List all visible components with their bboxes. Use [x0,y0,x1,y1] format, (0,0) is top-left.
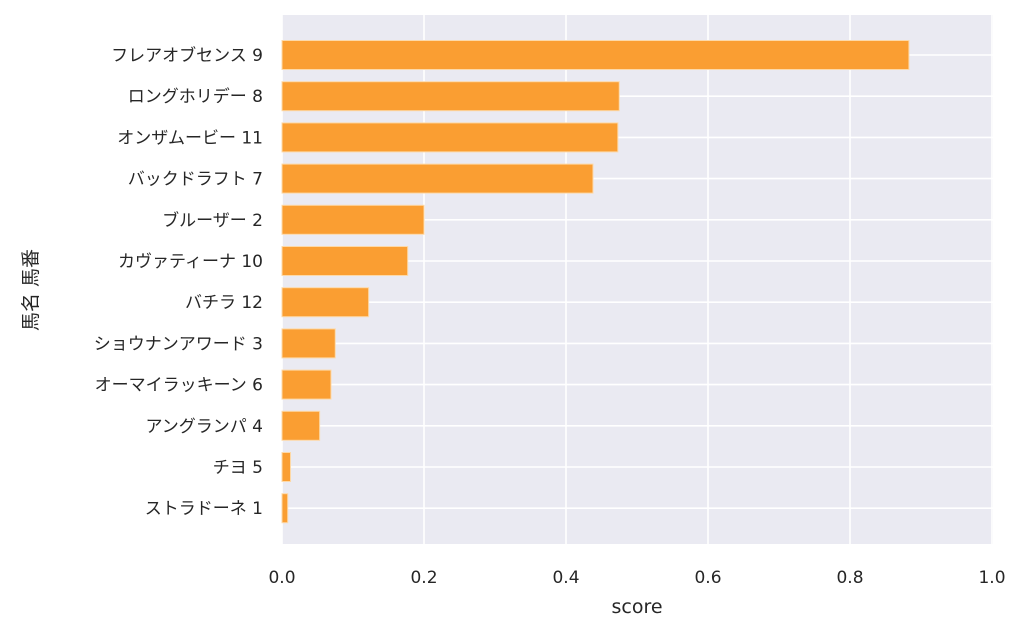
y-tick-label: ブルーザー 2 [162,210,263,231]
y-tick-label: フレアオブセンス 9 [111,45,263,66]
bar [281,40,910,70]
bar [281,204,425,235]
y-tick-label: バックドラフト 7 [128,170,263,190]
y-tick-label: オーマイラッキーン 6 [95,376,263,396]
y-axis-label: 馬名 馬番 [20,249,42,331]
bar [281,122,619,153]
y-tick-label: オンザムービー 11 [117,128,263,148]
y-tick-label: バチラ 12 [185,293,263,313]
y-tick-label: カヴァティーナ 10 [118,252,263,272]
y-tick-label: チヨ 5 [213,458,263,478]
y-tick-label: ショウナンアワード 3 [94,334,263,354]
y-tick-labels: フレアオブセンス 9 ロングホリデー 8 オンザムービー 11 バックドラフト 7 ブル… [94,45,263,519]
x-tick-label: 1.0 [978,568,1005,588]
y-tick-label: アングランパ 4 [145,417,263,437]
y-tick-label: ロングホリデー 8 [128,86,263,107]
x-tick-label: 0.0 [268,568,295,588]
y-tick-label: ストラドーネ 1 [145,499,263,519]
bar [281,410,321,441]
x-axis-label: score [611,596,662,618]
x-tick-label: 0.2 [410,568,437,588]
bar [281,369,332,400]
x-tick-label: 0.4 [552,568,579,588]
bar [281,328,336,359]
bar [281,452,292,482]
bar [281,493,289,524]
bar [281,81,620,112]
bar [281,287,370,318]
x-tick-label: 0.8 [836,568,863,588]
bar [281,246,409,276]
bar [281,163,594,194]
bars [281,40,910,524]
x-tick-labels: 0.0 0.2 0.4 0.6 0.8 1.0 [268,568,1005,588]
x-tick-label: 0.6 [694,568,721,588]
